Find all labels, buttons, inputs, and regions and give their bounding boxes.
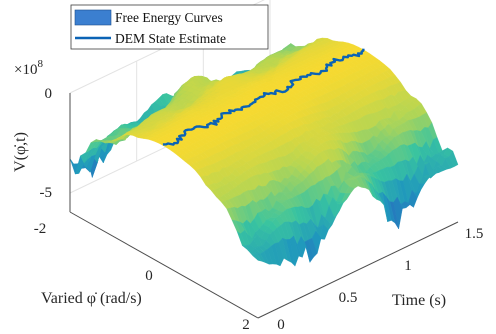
x-tick-label: 2 <box>242 317 250 333</box>
x-axis: -2 0 2 Varied φ̇ (rad/s) <box>34 212 258 333</box>
x-axis-label: Varied φ̇ (rad/s) <box>41 290 142 307</box>
legend-label: Free Energy Curves <box>115 10 223 25</box>
z-tick-label: 0 <box>45 86 53 102</box>
x-tick-label: -2 <box>34 221 47 237</box>
y-tick-label: 0 <box>277 317 285 333</box>
z-axis-label: V(φ̇,t) <box>12 132 29 172</box>
legend-label: DEM State Estimate <box>115 31 226 46</box>
x-tick-label: 0 <box>145 268 153 284</box>
legend: Free Energy Curves DEM State Estimate <box>71 5 268 49</box>
z-tick-label: -5 <box>40 185 53 201</box>
y-tick-label: 1.5 <box>465 226 484 242</box>
y-tick-label: 1 <box>404 258 412 274</box>
z-axis: 0 -5 ×108 V(φ̇,t) <box>12 58 70 212</box>
z-exponent-label: ×108 <box>14 58 43 78</box>
surface-plot <box>70 38 458 266</box>
y-tick-label: 0.5 <box>339 290 358 306</box>
y-axis-label: Time (s) <box>392 292 446 309</box>
legend-swatch-surface <box>75 10 111 25</box>
